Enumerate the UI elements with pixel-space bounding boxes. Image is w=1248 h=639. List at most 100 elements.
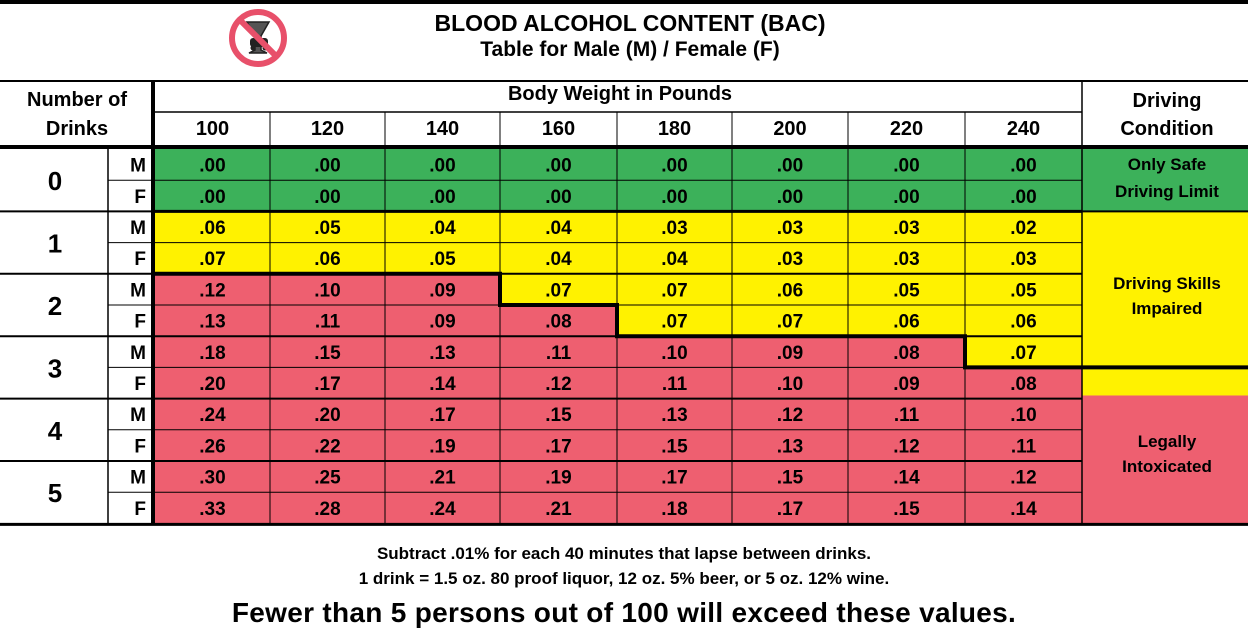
bac-value: .11 [662, 374, 688, 395]
bac-value: .28 [314, 499, 340, 520]
bac-value: .17 [661, 468, 687, 489]
bac-cell [617, 336, 732, 368]
table-labels: Number of Drinks Body Weight in Pounds D… [27, 83, 1221, 476]
bac-cell [965, 211, 1082, 243]
bac-cell [617, 242, 732, 274]
bac-value: .21 [429, 468, 456, 489]
drinks-label: 5 [48, 478, 62, 508]
bac-value: .21 [545, 499, 572, 520]
bac-cell [500, 492, 617, 524]
bac-cell [500, 429, 617, 461]
bac-cell [385, 149, 500, 181]
bac-value: .15 [893, 499, 920, 520]
bac-cell [965, 273, 1082, 305]
bac-value: .05 [314, 218, 341, 239]
condition-impaired-cell [1082, 211, 1248, 396]
condition-intoxicated-line1: Legally [1138, 432, 1197, 451]
grid-lines [0, 80, 1248, 526]
bac-value: .12 [199, 280, 225, 301]
bac-cell [617, 367, 732, 399]
bac-value: .10 [777, 374, 803, 395]
bac-cell [848, 367, 965, 399]
bac-cell [270, 305, 385, 337]
bac-value: .19 [429, 436, 455, 457]
footnote-time: Subtract .01% for each 40 minutes that l… [376, 544, 872, 563]
bac-value: .00 [661, 156, 687, 177]
sex-label: F [134, 312, 146, 333]
condition-safe-cell [1082, 149, 1248, 212]
bac-value: .00 [314, 187, 340, 208]
bac-cell [732, 273, 848, 305]
bac-value: .08 [545, 312, 571, 333]
bac-cell [732, 398, 848, 430]
bac-value: .07 [545, 280, 571, 301]
bac-cell [270, 180, 385, 212]
bac-cell [848, 398, 965, 430]
bac-value: .03 [661, 218, 687, 239]
bac-cell [732, 492, 848, 524]
bac-value: .06 [1010, 312, 1036, 333]
bac-value: .15 [661, 436, 688, 457]
bac-cell [617, 211, 732, 243]
bac-cell [732, 461, 848, 493]
drinks-label: 4 [48, 416, 63, 446]
bac-value: .03 [893, 218, 919, 239]
bac-value: .13 [777, 436, 803, 457]
bac-value: .05 [893, 280, 920, 301]
bac-cell [848, 149, 965, 181]
bac-value: .25 [314, 468, 341, 489]
weight-header-160: 160 [542, 118, 575, 140]
bac-value: .30 [199, 468, 225, 489]
bac-cell [155, 242, 270, 274]
bac-value: .08 [893, 343, 919, 364]
bac-cell [270, 461, 385, 493]
bac-value: .00 [545, 156, 571, 177]
bac-value: .15 [777, 468, 804, 489]
bac-cell [848, 211, 965, 243]
bac-cell [270, 242, 385, 274]
bac-cell [270, 429, 385, 461]
bac-cell [617, 149, 732, 181]
bac-value: .14 [893, 468, 920, 489]
bac-value: .05 [429, 249, 456, 270]
bac-cell [965, 149, 1082, 181]
bac-cell [848, 305, 965, 337]
condition-safe-line2: Driving Limit [1115, 182, 1219, 201]
bac-cell [270, 149, 385, 181]
bac-cell [270, 398, 385, 430]
bac-value: .00 [777, 156, 803, 177]
bac-value: .15 [314, 343, 341, 364]
bac-cell [385, 461, 500, 493]
bac-value: .03 [1010, 249, 1036, 270]
intoxication-boundary-line [155, 271, 1248, 370]
bac-value: .04 [545, 218, 572, 239]
condition-intoxicated-cell [1082, 395, 1248, 524]
bac-cell [385, 367, 500, 399]
bac-value: .00 [545, 187, 571, 208]
bac-cell [500, 211, 617, 243]
bac-value: .00 [1010, 156, 1036, 177]
bac-cell [617, 273, 732, 305]
bac-value: .09 [429, 312, 455, 333]
weight-header-200: 200 [773, 118, 806, 140]
bac-value: .09 [893, 374, 919, 395]
bac-value: .13 [429, 343, 455, 364]
bac-value: .04 [545, 249, 572, 270]
bac-cell [617, 492, 732, 524]
condition-impaired-line2: Impaired [1132, 299, 1203, 318]
bac-cell [732, 429, 848, 461]
page-subtitle: Table for Male (M) / Female (F) [480, 38, 780, 61]
sex-label: M [130, 218, 146, 239]
bac-value: .04 [661, 249, 688, 270]
bac-value: .00 [1010, 187, 1036, 208]
weight-header-240: 240 [1007, 118, 1040, 140]
bac-value: .17 [314, 374, 340, 395]
bac-cell [270, 367, 385, 399]
bac-value: .07 [1010, 343, 1036, 364]
bac-cell [155, 149, 270, 181]
bac-value: .17 [429, 405, 455, 426]
bac-value: .03 [777, 249, 803, 270]
sex-label: M [130, 343, 146, 364]
bac-cell [965, 242, 1082, 274]
bac-cell [732, 305, 848, 337]
